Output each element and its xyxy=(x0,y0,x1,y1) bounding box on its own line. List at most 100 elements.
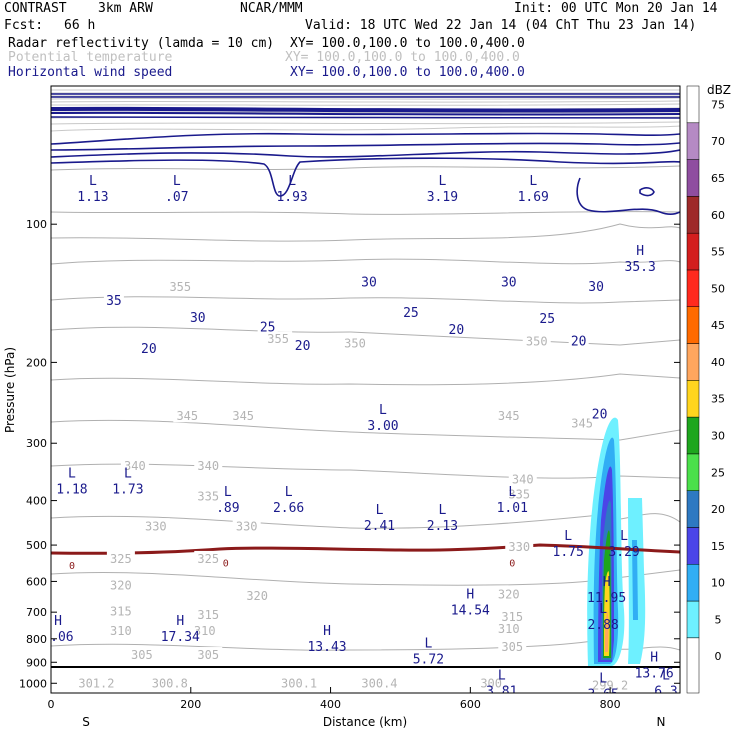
extremum-marker: L xyxy=(620,529,628,544)
wind-contour-label: 35 xyxy=(106,294,122,309)
colorbar-level-label: 5 xyxy=(715,613,722,626)
colorbar-level-label: 15 xyxy=(711,540,725,553)
extremum-value: 5.72 xyxy=(413,653,444,668)
wind-label-bg xyxy=(537,311,558,326)
colorbar-level-label: 65 xyxy=(711,172,725,185)
wind-contour-label: 30 xyxy=(588,280,604,295)
colorbar-level-label: 0 xyxy=(715,650,722,663)
x-tick-label: 600 xyxy=(460,698,481,711)
wind-contours xyxy=(51,132,680,216)
theta-label-bg xyxy=(194,457,223,472)
extremum-marker: L xyxy=(498,668,506,683)
y-tick-label: 300 xyxy=(26,437,47,450)
colorbar-unit: dBZ xyxy=(707,83,731,97)
y-tick-label: 200 xyxy=(26,356,47,369)
theta-contour-label: 355 xyxy=(267,332,289,346)
extremum-value: 2.88 xyxy=(587,618,618,633)
theta-label-bg xyxy=(264,331,293,346)
theta-contour-label: 315 xyxy=(110,604,132,618)
center-name: NCAR/MMM xyxy=(240,1,303,16)
wind-contour-label: 30 xyxy=(361,276,377,291)
wind-contour-label: 20 xyxy=(295,339,311,354)
extremum-marker: L xyxy=(599,671,607,686)
valid-time: Valid: 18 UTC Wed 22 Jan 14 (04 ChT Thu … xyxy=(305,18,697,33)
theta-contour-label: 340 xyxy=(124,459,146,473)
plot-area xyxy=(51,86,680,693)
field-reflectivity-name: Radar reflectivity (lamda = 10 cm) xyxy=(8,36,275,51)
extremum-value: 14.54 xyxy=(451,603,490,618)
colorbar-swatch xyxy=(686,159,700,197)
y-axis-label: Pressure (hPa) xyxy=(3,347,17,433)
theta-contour-label: 330 xyxy=(236,519,258,533)
theta-contour-label: 345 xyxy=(498,409,520,423)
theta-contour-label: 345 xyxy=(232,409,254,423)
y-tick-label: 700 xyxy=(26,606,47,619)
reflectivity-fill xyxy=(587,417,646,666)
wind-label-bg xyxy=(138,340,159,355)
theta-label-bg xyxy=(194,647,223,662)
extremum-marker: L xyxy=(529,174,537,189)
field-wind-xy: XY= 100.0,100.0 to 100.0,400.0 xyxy=(290,65,525,80)
extremum-marker: L xyxy=(89,174,97,189)
wind-contour-label: 20 xyxy=(592,408,608,423)
colorbar-level-label: 25 xyxy=(711,466,725,479)
y-tick-label: 600 xyxy=(26,575,47,588)
colorbar-swatch xyxy=(686,343,700,381)
extremum-value: .07 xyxy=(165,190,188,205)
theta-label-bg xyxy=(508,471,537,486)
theta-contour-label: 340 xyxy=(197,459,219,473)
extremum-marker: L xyxy=(288,174,296,189)
theta-label-bg xyxy=(505,539,534,554)
wind-label-bg xyxy=(257,319,278,334)
theta-label-bg xyxy=(106,603,135,618)
wind-contour-label: 25 xyxy=(403,306,419,321)
extremum-value: 13.43 xyxy=(307,640,346,655)
theta-contour-label: 350 xyxy=(526,334,548,348)
y-tick-label: 100 xyxy=(26,218,47,231)
extremum-marker: L xyxy=(438,503,446,518)
theta-label-bg xyxy=(596,677,625,692)
x-tick-label: 400 xyxy=(320,698,341,711)
extremum-marker: L xyxy=(662,668,670,683)
extremum-value: 1.18 xyxy=(56,483,87,498)
extremum-value: 1.13 xyxy=(77,190,108,205)
theta-contour-label: 300.8 xyxy=(152,676,188,690)
extremum-value: 13.76 xyxy=(635,666,674,681)
freezing-level-label: 0 xyxy=(69,561,75,572)
theta-label-bg xyxy=(494,408,523,423)
colorbar-level-label: 55 xyxy=(711,246,725,259)
field-theta-name: Potential temperature xyxy=(8,50,173,65)
extremum-marker: L xyxy=(438,174,446,189)
theta-label-bg xyxy=(522,333,551,348)
extremum-marker: L xyxy=(564,529,572,544)
extremum-value: 3.19 xyxy=(427,190,458,205)
upper-wind-band xyxy=(51,93,680,119)
extremum-marker: H xyxy=(54,614,62,629)
freezing-level-label: 0 xyxy=(509,558,515,569)
theta-contour-label: 310 xyxy=(110,624,132,638)
wind-label-bg xyxy=(400,304,421,319)
y-tick-label: 500 xyxy=(26,539,47,552)
forecast-hour: 66 h xyxy=(64,18,96,33)
theta-contour-label: 320 xyxy=(110,578,132,592)
theta-contour-label: 299.2 xyxy=(592,678,628,692)
theta-contour-label: 310 xyxy=(194,624,216,638)
theta-contour-label: 300.4 xyxy=(361,676,397,690)
theta-label-bg xyxy=(194,488,223,503)
wind-contour-label: 20 xyxy=(449,323,465,338)
theta-label-bg xyxy=(106,550,135,565)
x-tick-label: 0 xyxy=(48,698,55,711)
x-axis-label: Distance (km) xyxy=(323,715,407,729)
freezing-label-bg xyxy=(220,556,231,568)
wind-label-bg xyxy=(586,278,607,293)
forecast-label: Fcst: xyxy=(4,18,44,33)
colorbar-level-label: 30 xyxy=(711,429,725,442)
wind-label-bg xyxy=(292,337,313,352)
extremum-value: 3.29 xyxy=(608,545,639,560)
wind-label-bg xyxy=(568,333,589,348)
wind-contour-label: 20 xyxy=(141,342,157,357)
extremum-marker: H xyxy=(636,244,644,259)
init-time: Init: 00 UTC Mon 20 Jan 14 xyxy=(514,1,718,16)
model-name: CONTRAST xyxy=(4,1,67,16)
extremum-value: 2.13 xyxy=(427,519,458,534)
